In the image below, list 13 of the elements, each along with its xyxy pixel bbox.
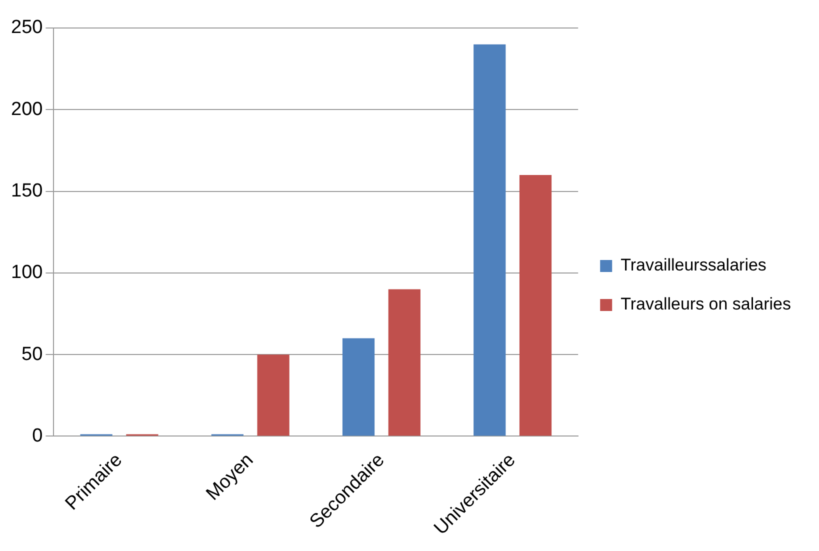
bar	[519, 174, 552, 436]
bar	[388, 289, 420, 436]
y-tick-label: 150	[11, 180, 43, 202]
bar	[257, 354, 290, 436]
bar	[474, 44, 506, 436]
y-tick-label: 0	[32, 425, 43, 446]
legend-label: Travailleurssalaries	[620, 256, 766, 275]
bar	[342, 338, 375, 436]
y-tick-label: 200	[11, 98, 43, 120]
y-tick-label: 100	[11, 262, 43, 284]
y-tick-label: 50	[22, 344, 43, 365]
y-tick-label: 250	[11, 17, 43, 38]
legend-label: Travalleurs on salaries	[620, 294, 792, 314]
